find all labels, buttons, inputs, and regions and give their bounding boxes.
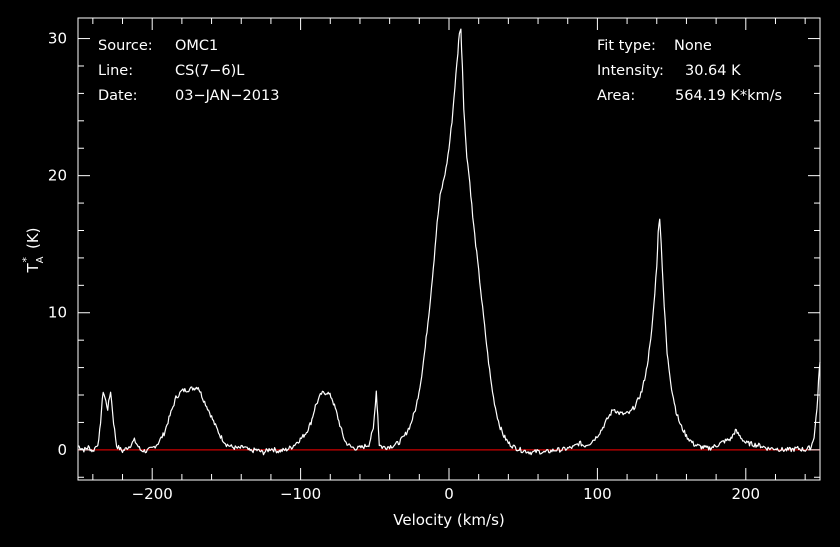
x-tick-label: 100 [583, 485, 612, 503]
fit-type-value: None [674, 38, 712, 54]
intensity-key: Intensity: [597, 63, 664, 79]
area-key: Area: [597, 88, 635, 104]
y-tick-label: 10 [48, 304, 67, 322]
x-tick-label: −200 [132, 485, 173, 503]
source-value: OMC1 [175, 38, 218, 54]
line-value: CS(7−6)L [175, 63, 244, 79]
y-axis-label-main: T [24, 263, 42, 274]
x-tick-label: −100 [280, 485, 321, 503]
intensity-value: 30.64 K [685, 63, 741, 79]
source-key: Source: [98, 38, 153, 54]
y-axis: 0 10 20 30 [48, 30, 820, 478]
date-value: 03−JAN−2013 [175, 88, 279, 104]
fit-type-key: Fit type: [597, 38, 656, 54]
y-tick-label: 20 [48, 167, 67, 185]
header-left: Source: OMC1 Line: CS(7−6)L Date: 03−JAN… [98, 38, 279, 104]
area-value: 564.19 K*km/s [675, 88, 782, 104]
y-axis-label: TA* (K) [20, 227, 46, 273]
date-key: Date: [98, 88, 138, 104]
x-tick-label: 0 [444, 485, 454, 503]
y-axis-label-superscript: * [20, 257, 33, 263]
x-axis: −200 −100 0 100 200 [92, 18, 806, 503]
line-key: Line: [98, 63, 133, 79]
x-axis-label: Velocity (km/s) [393, 511, 504, 529]
y-axis-label-unit: (K) [24, 227, 42, 249]
y-tick-label: 30 [48, 30, 67, 48]
y-axis-label-subscript: A [35, 256, 46, 263]
y-tick-label: 0 [57, 441, 67, 459]
header-right: Fit type: None Intensity: 30.64 K Area: … [597, 38, 782, 104]
x-tick-label: 200 [731, 485, 760, 503]
spectrum-line [77, 28, 821, 456]
